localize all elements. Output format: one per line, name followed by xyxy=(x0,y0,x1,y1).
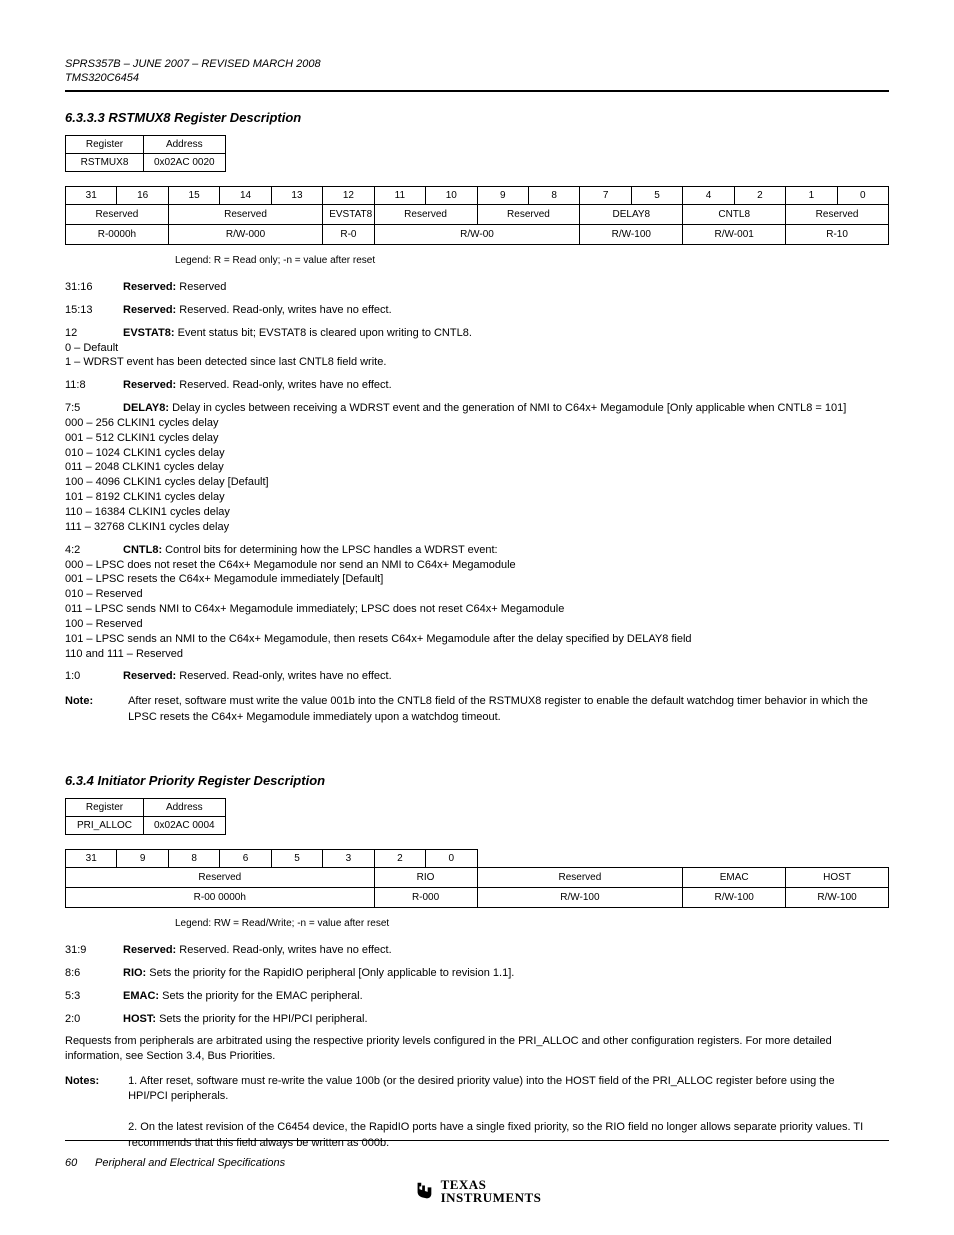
field-description: 11:8Reserved: Reserved. Read-only, write… xyxy=(65,378,889,393)
bit-header: 14 xyxy=(220,187,271,205)
ti-logo-text: TEXAS INSTRUMENTS xyxy=(441,1178,542,1204)
footer-title: Peripheral and Electrical Specifications xyxy=(95,1157,285,1169)
bit-header: 16 xyxy=(117,187,168,205)
bit-header: 0 xyxy=(426,850,477,868)
bit-header: 3 xyxy=(323,850,374,868)
bit-header: 2 xyxy=(374,850,425,868)
addr-value: 0x02AC 0004 xyxy=(144,817,226,835)
field-description: 7:5DELAY8: Delay in cycles between recei… xyxy=(65,401,889,535)
section1-register-table: Register Address RSTMUX8 0x02AC 0020 xyxy=(65,135,226,172)
field-cell: R-000 xyxy=(374,888,477,908)
field-cell: R/W-100 xyxy=(786,888,889,908)
field-description: 31:16Reserved: Reserved xyxy=(65,280,889,295)
field-cell: DELAY8 xyxy=(580,205,683,225)
reg-label: Register xyxy=(66,136,144,154)
ti-logo-icon xyxy=(413,1180,435,1202)
field-cell: R-0 xyxy=(323,225,374,245)
field-cell: R/W-00 xyxy=(374,225,580,245)
field-cell: Reserved xyxy=(66,205,169,225)
note-item: 2. On the latest revision of the C6454 d… xyxy=(128,1121,863,1148)
field-description: 15:13Reserved: Reserved. Read-only, writ… xyxy=(65,303,889,318)
note-item: 1. After reset, software must re-write t… xyxy=(128,1075,835,1102)
note-label: Note: xyxy=(65,694,125,709)
reg-value: PRI_ALLOC xyxy=(66,817,144,835)
field-cell: R-10 xyxy=(786,225,889,245)
bit-header: 7 xyxy=(580,187,631,205)
field-cell: R-0000h xyxy=(66,225,169,245)
field-cell: R/W-001 xyxy=(683,225,786,245)
field-cell: Reserved xyxy=(66,868,375,888)
section1-bitfield-table: 311615141312111098754210 ReservedReserve… xyxy=(65,186,889,245)
section1-note: Note: After reset, software must write t… xyxy=(65,694,889,725)
bit-header: 8 xyxy=(168,850,219,868)
bit-header: 10 xyxy=(426,187,477,205)
field-cell: R/W-100 xyxy=(477,888,683,908)
bit-header: 0 xyxy=(837,187,888,205)
field-cell: CNTL8 xyxy=(683,205,786,225)
bit-header: 31 xyxy=(66,187,117,205)
field-description: 8:6RIO: Sets the priority for the RapidI… xyxy=(65,966,889,981)
bit-header: 12 xyxy=(323,187,374,205)
bit-header: 1 xyxy=(786,187,837,205)
field-cell: EVSTAT8 xyxy=(323,205,374,225)
bit-header: 4 xyxy=(683,187,734,205)
bit-header: 15 xyxy=(168,187,219,205)
header-docid: SPRS357B – JUNE 2007 – REVISED MARCH 200… xyxy=(65,58,889,70)
field-description: 12EVSTAT8: Event status bit; EVSTAT8 is … xyxy=(65,326,889,371)
section2-legend: Legend: RW = Read/Write; -n = value afte… xyxy=(175,918,889,929)
section2-bitfield-table: 319865320 ReservedRIOReservedEMACHOST R-… xyxy=(65,849,889,908)
bit-header: 9 xyxy=(477,187,528,205)
field-cell: Reserved xyxy=(374,205,477,225)
field-cell: R/W-100 xyxy=(683,888,786,908)
field-description: 2:0HOST: Sets the priority for the HPI/P… xyxy=(65,1012,889,1027)
section2-paragraph: Requests from peripherals are arbitrated… xyxy=(65,1034,889,1064)
field-cell: R-00 0000h xyxy=(66,888,375,908)
logo: TEXAS INSTRUMENTS xyxy=(0,1178,954,1207)
bit-header: 5 xyxy=(631,187,682,205)
bit-header: 11 xyxy=(374,187,425,205)
field-cell: HOST xyxy=(786,868,889,888)
bit-header: 8 xyxy=(528,187,579,205)
reg-value: RSTMUX8 xyxy=(66,154,144,172)
addr-label: Address xyxy=(144,799,226,817)
field-cell: R/W-100 xyxy=(580,225,683,245)
field-description: 1:0Reserved: Reserved. Read-only, writes… xyxy=(65,669,889,684)
field-cell: Reserved xyxy=(477,205,580,225)
bit-header: 5 xyxy=(271,850,322,868)
footer-page: 60 xyxy=(65,1157,77,1169)
header-divider xyxy=(65,90,889,92)
field-cell: Reserved xyxy=(168,205,322,225)
footer-divider xyxy=(65,1140,889,1141)
field-description: 4:2CNTL8: Control bits for determining h… xyxy=(65,543,889,662)
bit-header: 13 xyxy=(271,187,322,205)
field-cell: EMAC xyxy=(683,868,786,888)
section2-register-table: Register Address PRI_ALLOC 0x02AC 0004 xyxy=(65,798,226,835)
addr-value: 0x02AC 0020 xyxy=(144,154,226,172)
addr-label: Address xyxy=(144,136,226,154)
header-title: TMS320C6454 xyxy=(65,72,889,84)
section2-title: 6.3.4 Initiator Priority Register Descri… xyxy=(65,773,889,788)
bit-header: 9 xyxy=(117,850,168,868)
field-cell: Reserved xyxy=(786,205,889,225)
field-cell: Reserved xyxy=(477,868,683,888)
bit-header: 2 xyxy=(734,187,785,205)
notes-label: Notes: xyxy=(65,1074,125,1089)
section1-title: 6.3.3.3 RSTMUX8 Register Description xyxy=(65,110,889,125)
reg-label: Register xyxy=(66,799,144,817)
field-cell: R/W-000 xyxy=(168,225,322,245)
note-body: After reset, software must write the val… xyxy=(128,694,868,725)
field-description: 5:3EMAC: Sets the priority for the EMAC … xyxy=(65,989,889,1004)
field-cell: RIO xyxy=(374,868,477,888)
field-description: 31:9Reserved: Reserved. Read-only, write… xyxy=(65,943,889,958)
bit-header: 6 xyxy=(220,850,271,868)
bit-header: 31 xyxy=(66,850,117,868)
section1-legend: Legend: R = Read only; -n = value after … xyxy=(175,255,889,266)
